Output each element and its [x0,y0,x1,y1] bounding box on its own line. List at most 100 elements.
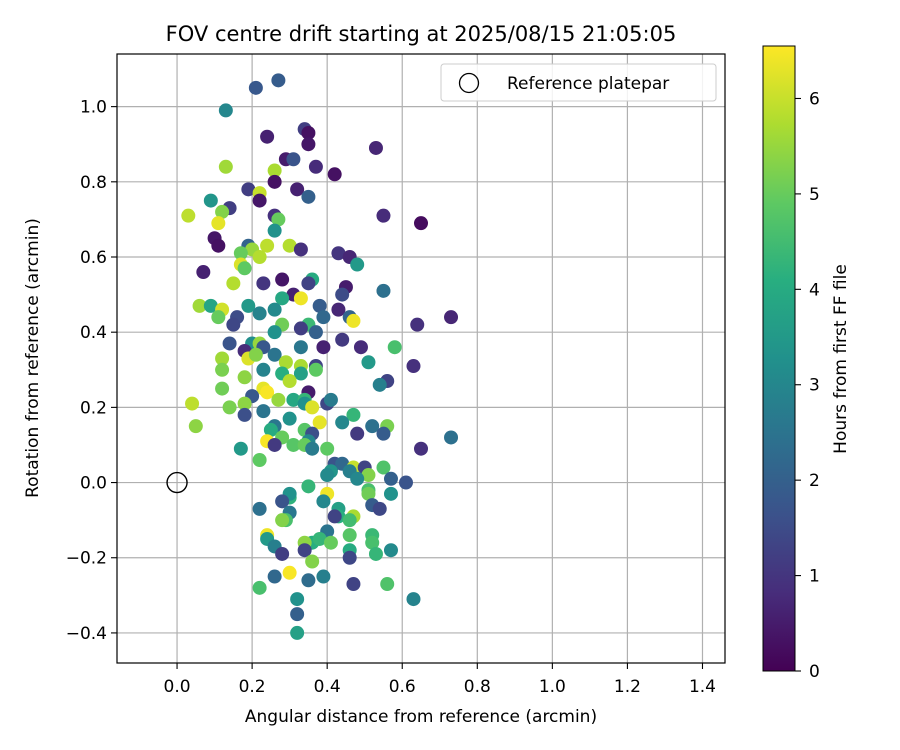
scatter-point [260,129,275,144]
scatter-point [301,189,316,204]
grid-lines [117,54,725,663]
scatter-point [365,535,380,550]
scatter-point [335,287,350,302]
scatter-point [218,159,233,174]
scatter-point [406,592,421,607]
x-tick-label: 1.4 [689,677,716,697]
colorbar-tick-label: 4 [809,280,820,300]
scatter-point [320,468,335,483]
scatter-point [252,193,267,208]
scatter-point [361,355,376,370]
scatter-point [252,501,267,516]
scatter-point [263,422,278,437]
scatter-point [301,573,316,588]
reference-marker [166,471,188,494]
y-axis-ticks: −0.4 −0.2 0.0 0.2 0.4 0.6 0.8 1.0 [66,98,117,644]
scatter-point [267,174,282,189]
scatter-point [215,204,230,219]
colorbar-tick-label: 6 [809,89,820,109]
scatter-point [211,310,226,325]
scatter-point [383,543,398,558]
scatter-point [383,486,398,501]
scatter-point [241,298,256,313]
scatter-point [353,340,368,355]
scatter-point [237,370,252,385]
scatter-point [320,441,335,456]
y-tick-label: −0.4 [66,624,107,644]
scatter-point [361,468,376,483]
x-tick-label: 0.6 [389,677,416,697]
scatter-point [305,554,320,569]
scatter-point [256,404,271,419]
scatter-point [181,208,196,223]
reference-layer [166,471,188,494]
scatter-point [271,73,286,88]
colorbar-label: Hours from first FF file [831,264,851,454]
scatter-point [346,313,361,328]
scatter-point [350,257,365,272]
scatter-point [218,103,233,118]
scatter-point [350,471,365,486]
scatter-point [203,193,218,208]
scatter-point [290,607,305,622]
scatter-point [286,437,301,452]
scatter-point [414,441,428,456]
scatter-point [406,359,421,374]
scatter-point [365,419,380,434]
scatter-point [282,565,297,580]
scatter-point [237,261,252,276]
scatter-point [380,577,395,592]
scatter-point [346,577,361,592]
scatter-point [376,283,391,298]
scatter-point [271,392,286,407]
y-tick-label: 1.0 [80,98,107,118]
scatter-point [252,250,267,264]
chart-title: FOV centre drift starting at 2025/08/15 … [166,22,677,46]
x-tick-label: 0.0 [164,677,191,697]
scatter-point [278,355,293,370]
scatter-point [368,546,383,561]
scatter-point [410,317,425,332]
colorbar-gradient [762,45,796,672]
x-axis-ticks: 0.0 0.2 0.4 0.6 0.8 1.0 1.2 1.4 [164,663,716,697]
scatter-point [290,182,305,197]
scatter-point [312,298,327,313]
scatter-point [211,238,226,253]
scatter-point [372,377,387,392]
scatter-point [185,396,200,411]
scatter-point [376,460,391,475]
scatter-point [275,546,290,561]
scatter-point [316,310,331,325]
scatter-point [331,246,346,261]
scatter-point [275,291,290,306]
scatter-point [248,347,263,362]
scatter-point [346,407,361,422]
scatter-point [215,381,230,396]
scatter-point [222,400,237,415]
scatter-point [323,535,338,550]
scatter-point [211,216,226,231]
scatter-point [342,528,357,543]
scatter-point [301,479,316,494]
scatter-point [301,137,316,152]
scatter-point [305,441,320,456]
scatter-point [256,276,271,291]
colorbar-tick-label: 1 [809,567,820,587]
y-tick-label: 0.2 [80,398,107,418]
scatter-point [293,242,308,257]
scatter-point [275,272,290,287]
scatter-point [267,302,282,317]
scatter-point [267,223,282,238]
scatter-point [248,80,263,95]
scatter-point [331,302,346,317]
scatter-point [361,486,376,501]
scatter-point [444,310,459,325]
scatter-point [282,238,297,253]
scatter-point [286,392,301,407]
scatter-point [293,340,308,355]
scatter-point [376,208,391,223]
scatter-point [414,216,428,231]
scatter-point [286,152,301,167]
y-tick-label: −0.2 [66,549,107,569]
